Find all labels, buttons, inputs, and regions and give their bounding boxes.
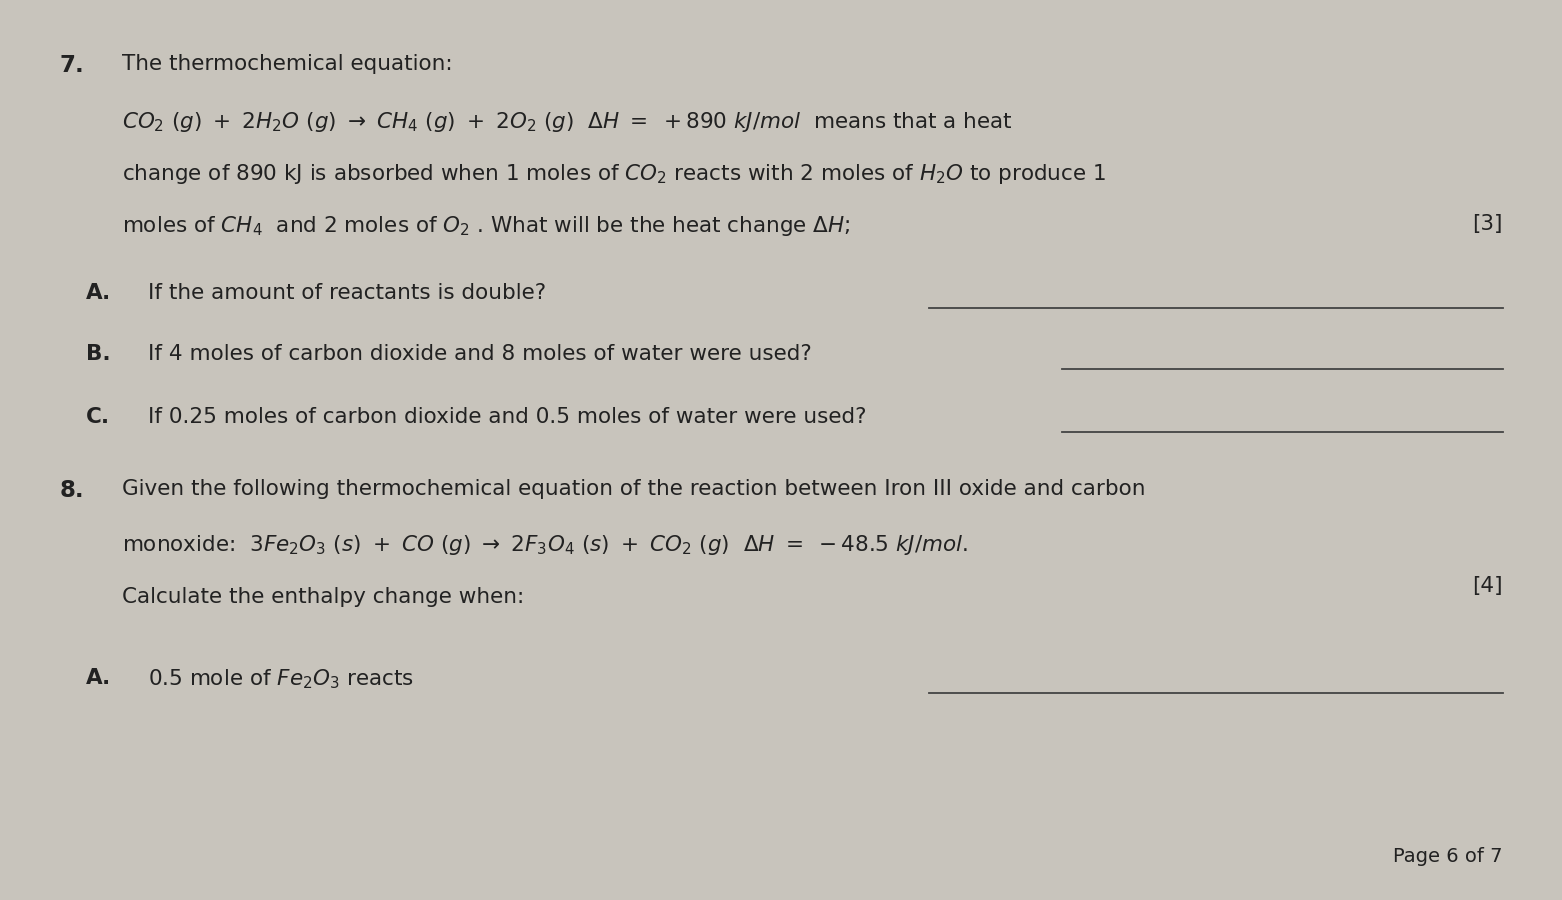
Text: C.: C.	[86, 407, 109, 427]
Text: The thermochemical equation:: The thermochemical equation:	[122, 54, 453, 74]
Text: Calculate the enthalpy change when:: Calculate the enthalpy change when:	[122, 587, 525, 607]
Text: [4]: [4]	[1471, 576, 1503, 596]
Text: If 4 moles of carbon dioxide and 8 moles of water were used?: If 4 moles of carbon dioxide and 8 moles…	[148, 344, 812, 364]
Text: 0.5 mole of $\mathit{Fe_2O_3}$ reacts: 0.5 mole of $\mathit{Fe_2O_3}$ reacts	[148, 668, 414, 691]
Text: If the amount of reactants is double?: If the amount of reactants is double?	[148, 283, 547, 302]
Text: moles of $CH_4$  and 2 moles of $O_2$ . What will be the heat change $\Delta H$;: moles of $CH_4$ and 2 moles of $O_2$ . W…	[122, 214, 850, 238]
Text: If 0.25 moles of carbon dioxide and 0.5 moles of water were used?: If 0.25 moles of carbon dioxide and 0.5 …	[148, 407, 867, 427]
Text: Page 6 of 7: Page 6 of 7	[1393, 847, 1503, 866]
Text: change of 890 kJ is absorbed when 1 moles of $CO_2$ reacts with 2 moles of $H_2O: change of 890 kJ is absorbed when 1 mole…	[122, 162, 1106, 186]
Text: monoxide:  $3Fe_2O_3\ (s)\ +\ CO\ (g)\ \rightarrow\ 2F_3O_4\ (s)\ +\ CO_2\ (g)$$: monoxide: $3Fe_2O_3\ (s)\ +\ CO\ (g)\ \r…	[122, 533, 968, 557]
Text: [3]: [3]	[1471, 214, 1503, 234]
Text: A.: A.	[86, 668, 111, 688]
Text: $CO_2\ (g)\ +\ 2H_2O\ (g)\ \rightarrow\ CH_4\ (g)\ +\ 2O_2\ (g)$$\ \ \Delta H\ =: $CO_2\ (g)\ +\ 2H_2O\ (g)\ \rightarrow\ …	[122, 110, 1012, 134]
Text: Given the following thermochemical equation of the reaction between Iron III oxi: Given the following thermochemical equat…	[122, 479, 1145, 499]
Text: 8.: 8.	[59, 479, 84, 502]
Text: A.: A.	[86, 283, 111, 302]
Text: 7.: 7.	[59, 54, 84, 77]
Text: B.: B.	[86, 344, 111, 364]
